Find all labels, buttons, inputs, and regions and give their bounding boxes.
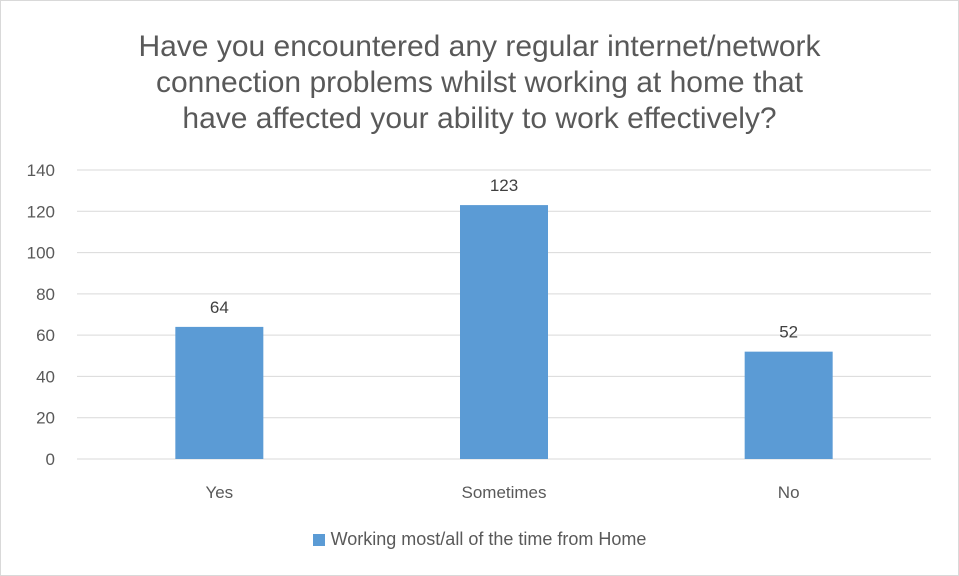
bar: [460, 205, 548, 459]
data-label: 64: [210, 298, 229, 317]
legend-swatch: [312, 533, 325, 546]
y-tick-label: 80: [36, 285, 55, 304]
y-tick-label: 60: [36, 326, 55, 345]
x-tick-label: Yes: [205, 483, 233, 502]
chart-title-line-1: Have you encountered any regular interne…: [138, 30, 821, 63]
y-tick-label: 140: [27, 161, 55, 180]
y-tick-label: 100: [27, 244, 55, 263]
bar: [744, 351, 833, 459]
legend: Working most/all of the time from Home: [1, 529, 958, 550]
bar: [175, 326, 264, 459]
x-tick-label: Sometimes: [461, 483, 546, 502]
y-tick-label: 40: [36, 367, 55, 386]
y-tick-label: 120: [27, 202, 55, 221]
y-tick-label: 20: [36, 409, 55, 428]
data-label: 123: [490, 176, 518, 195]
chart-title-line-2: connection problems whilst working at ho…: [156, 66, 803, 99]
data-label: 52: [779, 323, 798, 342]
chart-title: Have you encountered any regular interne…: [1, 29, 958, 137]
x-tick-label: No: [778, 483, 800, 502]
legend-label: Working most/all of the time from Home: [330, 529, 647, 549]
chart-title-line-3: have affected your ability to work effec…: [182, 102, 777, 135]
y-tick-label: 0: [46, 450, 55, 469]
